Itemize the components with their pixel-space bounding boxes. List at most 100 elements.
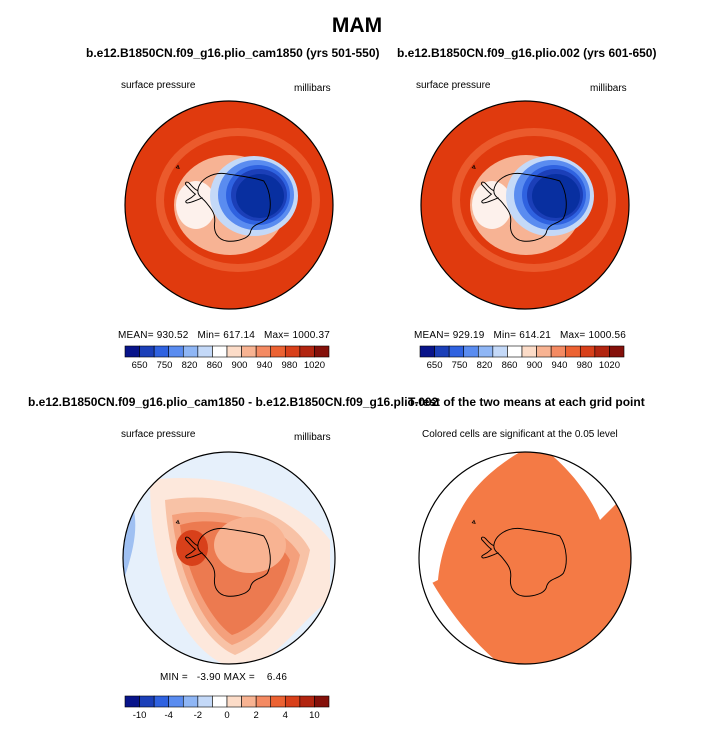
colorbar2-tick-label: 650 [427,360,443,371]
colorbar3-swatch [197,695,213,708]
panel2-map [421,101,629,309]
colorbar2-swatch [463,345,479,358]
colorbar2-swatch [550,345,567,358]
panel2-min-label: Min= [493,330,517,341]
panel1-max: 1000.37 [292,330,331,341]
panel3-max-label: MAX = [223,672,255,683]
colorbar2-swatch [521,345,537,358]
panel1-mean-label: MEAN= [118,330,154,341]
colorbar1-swatch [197,345,213,358]
colorbar2-swatch [536,345,552,358]
colorbar2-tick-label: 820 [477,360,493,371]
colorbar1-swatch [270,345,286,358]
colorbar2-tick-label: 940 [552,360,568,371]
panel3-stats: MIN = -3.90 MAX = 6.46 [160,672,287,683]
panel3-max: 6.46 [266,672,288,683]
panel1-max-label: Max= [263,330,290,341]
colorbar3-swatch [226,695,242,708]
panel2-right-label: millibars [590,83,627,94]
panel4-title: T-test of the two means at each grid poi… [408,395,645,409]
colorbar1-swatch [168,345,184,358]
colorbar3-swatch [299,695,315,708]
colorbar1-swatch [241,345,257,358]
panel3-map [123,452,335,664]
colorbar3-swatch [212,695,228,708]
panel3-right-label: millibars [294,432,331,443]
colorbar3-tick-label: -2 [194,710,202,721]
colorbar1-swatch [153,345,170,358]
colorbar2-swatch [609,345,625,358]
colorbar1-tick-label: 650 [132,360,148,371]
colorbar2-tick-label: 750 [452,360,468,371]
colorbar3-tick-label: 10 [309,710,320,721]
colorbar1-tick-label: 750 [157,360,173,371]
colorbar2-swatch [434,345,450,358]
colorbar1-tick-label: 980 [282,360,298,371]
colorbar3-swatch [314,695,330,708]
colorbar1-swatch [212,345,228,358]
colorbar2-tick-label: 860 [502,360,518,371]
colorbar1-swatch [139,345,155,358]
colorbar3-swatch [284,695,301,708]
panel3-min: -3.90 [196,672,221,683]
colorbar3-swatch [153,695,170,708]
panel1-map [125,101,333,309]
colorbar3-tick-label: 0 [224,710,229,721]
colorbar3-swatch [270,695,286,708]
panel2-left-label: surface pressure [416,80,491,91]
colorbar1-tick-label: 1020 [304,360,325,371]
colorbar2-tick-label: 980 [577,360,593,371]
colorbar2-tick-label: 900 [527,360,543,371]
colorbar1-tick-label: 940 [257,360,273,371]
panel2-min: 614.21 [519,330,551,341]
colorbar3-swatch [168,695,184,708]
colorbar3-tick-label: -10 [133,710,147,721]
colorbar1-swatch [284,345,301,358]
panel2-stats: MEAN= 929.19 Min= 614.21 Max= 1000.56 [414,330,626,341]
panel2-max: 1000.56 [588,330,627,341]
colorbar1-swatch [182,345,199,358]
colorbar3-swatch [182,695,199,708]
colorbar3-tick-label: -4 [164,710,172,721]
colorbar2-swatch [477,345,494,358]
panel4-subtitle: Colored cells are significant at the 0.0… [422,429,618,440]
colorbar3-swatch [241,695,257,708]
panel1-mean: 930.52 [156,330,189,341]
panel1-stats: MEAN= 930.52 Min= 617.14 Max= 1000.37 [118,330,330,341]
colorbar3-tick-label: 2 [253,710,258,721]
panel1-min: 617.14 [223,330,255,341]
colorbar2-swatch [565,345,581,358]
panel1-left-label: surface pressure [121,80,196,91]
colorbar2-tick-label: 1020 [599,360,620,371]
colorbar1-swatch [226,345,242,358]
colorbar2-swatch [419,345,435,358]
colorbar2-swatch [579,345,596,358]
panel3-title: b.e12.B1850CN.f09_g16.plio_cam1850 - b.e… [28,395,439,409]
panel2-title: b.e12.B1850CN.f09_g16.plio.002 (yrs 601-… [397,46,657,60]
colorbar2-swatch [594,345,610,358]
colorbar3-swatch [139,695,155,708]
colorbar2-swatch [448,345,465,358]
panel2-mean: 929.19 [452,330,485,341]
colorbar1-swatch [255,345,272,358]
panel3-min-label: MIN = [160,672,188,683]
colorbar1-swatch [299,345,315,358]
colorbar1-tick-label: 900 [232,360,248,371]
colorbar3-tick-label: 4 [283,710,288,721]
colorbar3-swatch [255,695,272,708]
panel2-mean-label: MEAN= [414,330,450,341]
colorbar1-swatch [314,345,330,358]
panel1-min-label: Min= [197,330,221,341]
colorbar3-swatch [124,695,140,708]
colorbar1-tick-label: 860 [207,360,223,371]
main-title: MAM [331,14,383,37]
colorbar1-tick-label: 820 [182,360,198,371]
panel3-left-label: surface pressure [121,429,196,440]
colorbar1-swatch [124,345,140,358]
panel1-title: b.e12.B1850CN.f09_g16.plio_cam1850 (yrs … [86,46,380,60]
panel1-right-label: millibars [294,83,331,94]
panel2-max-label: Max= [559,330,586,341]
colorbar2-swatch [507,345,523,358]
colorbar2-swatch [492,345,508,358]
